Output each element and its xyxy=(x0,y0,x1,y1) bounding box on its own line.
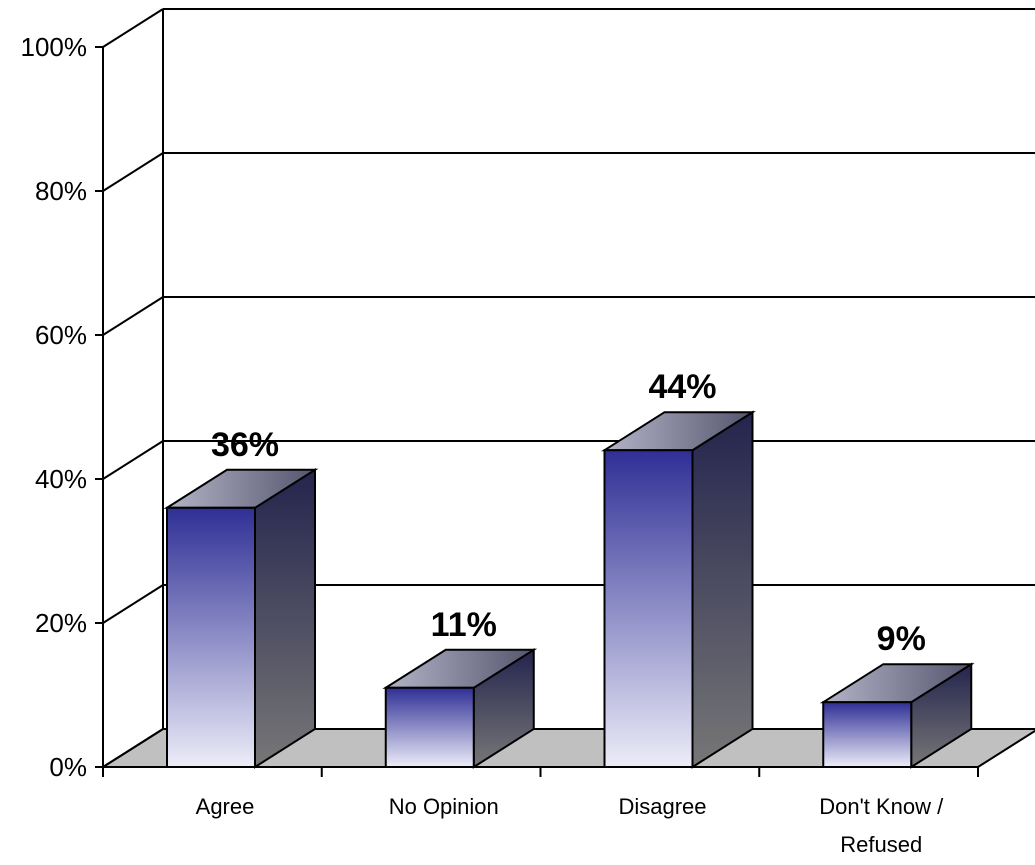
x-tick-label-line: Agree xyxy=(196,794,255,819)
data-label: 36% xyxy=(211,426,279,464)
x-tick-label-line: Don't Know / xyxy=(819,794,944,819)
gridline-diagonal xyxy=(102,296,164,336)
y-tick-label: 40% xyxy=(35,464,87,494)
bar-front xyxy=(603,449,694,768)
y-tick-label: 80% xyxy=(35,176,87,206)
x-tick-label-line: No Opinion xyxy=(389,794,499,819)
bar-front xyxy=(384,686,475,768)
data-label: 9% xyxy=(877,620,926,658)
bar xyxy=(601,410,756,769)
gridline-diagonal xyxy=(102,152,164,192)
x-tick-label-line: Refused xyxy=(840,832,922,857)
x-tick-label: No Opinion xyxy=(389,794,499,819)
gridline-diagonal xyxy=(102,440,164,480)
axes xyxy=(95,46,979,777)
bar xyxy=(382,647,538,769)
bars xyxy=(163,410,975,769)
gridline-diagonal xyxy=(102,8,164,48)
y-tick-label: 0% xyxy=(49,752,87,782)
x-tick-label-line: Disagree xyxy=(618,794,706,819)
y-tick-label: 100% xyxy=(21,32,88,62)
gridline-diagonal xyxy=(102,728,164,768)
bar-front xyxy=(166,506,256,768)
x-tick-label: Disagree xyxy=(618,794,706,819)
bar-side xyxy=(691,410,754,769)
data-label: 11% xyxy=(431,606,497,644)
y-tick-label: 60% xyxy=(35,320,87,350)
x-tick-label: Don't Know / Refused xyxy=(819,794,944,857)
labels: 0% 20% 40% 60% 80% 100% 36% Agree 11% No Opinion 4… xyxy=(21,32,945,857)
bar xyxy=(819,662,975,769)
y-tick-label: 20% xyxy=(35,608,87,638)
data-label: 44% xyxy=(648,368,716,406)
gridline-diagonal xyxy=(102,584,164,624)
bar-front xyxy=(822,701,913,769)
bar-side xyxy=(254,467,316,769)
bar xyxy=(163,467,319,769)
x-tick-label: Agree xyxy=(196,794,255,819)
